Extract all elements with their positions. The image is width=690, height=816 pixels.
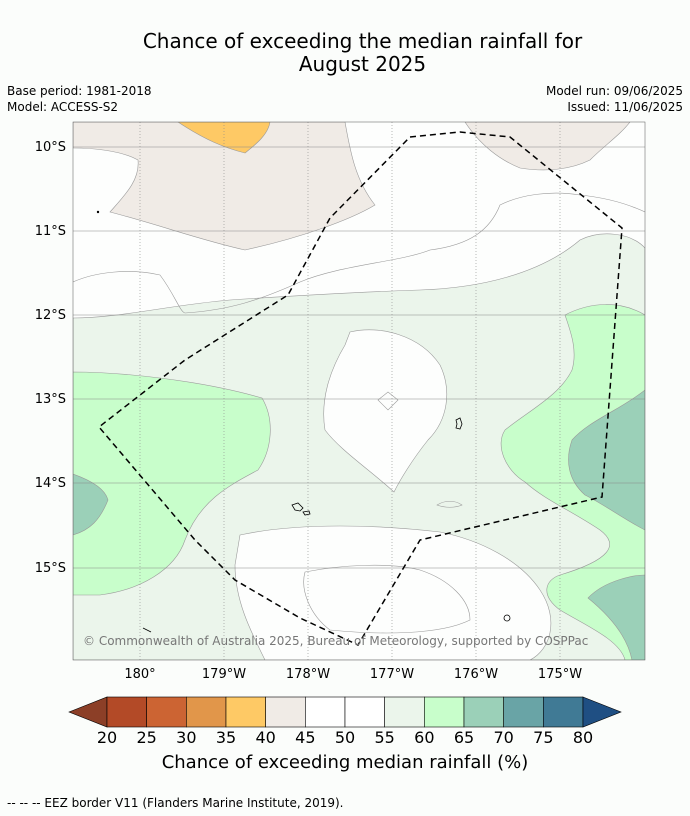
colorbar-tick-60: 60 — [414, 728, 434, 747]
lon-labels: 180° 179°W 178°W 177°W 176°W 175°W — [124, 667, 582, 682]
contour-line-south — [303, 564, 471, 634]
contour-45-50-northeast — [464, 122, 631, 171]
colorbar-tick-65: 65 — [454, 728, 474, 747]
model-name: Model: ACCESS-S2 — [7, 100, 119, 114]
colorbar-over-arrow — [582, 696, 622, 728]
lat-labels: 10°S 11°S 12°S 13°S 14°S 15°S — [35, 140, 66, 576]
colorbar-tick-30: 30 — [176, 728, 196, 747]
island-futuna — [291, 502, 304, 512]
colorbar-tick-70: 70 — [493, 728, 513, 747]
contour-line-center — [377, 391, 399, 411]
issued-date: Issued: 11/06/2025 — [567, 100, 683, 114]
lon-label-177w: 177°W — [370, 667, 414, 682]
colorbar-tick-75: 75 — [533, 728, 553, 747]
colorbar-tick-80: 80 — [573, 728, 593, 747]
colorbar-bins — [106, 696, 584, 728]
base-period: Base period: 1981-2018 — [7, 84, 152, 98]
contour-line-north — [73, 192, 645, 314]
contour-55-60-center — [323, 329, 448, 493]
colorbar: 20 25 30 35 40 45 50 55 60 65 70 75 80 — [68, 696, 622, 747]
contour-line-small — [436, 500, 463, 508]
lat-label-12s: 12°S — [35, 308, 66, 323]
lon-label-176w: 176°W — [454, 667, 498, 682]
contour-65-70-west — [73, 371, 271, 596]
island-wallis — [455, 417, 463, 430]
model-run: Model run: 09/06/2025 — [545, 84, 683, 98]
meta-right: Model run: 09/06/2025 Issued: 11/06/2025 — [546, 83, 683, 115]
colorbar-bin-25-30 — [146, 696, 187, 728]
lon-label-178w: 178°W — [286, 667, 330, 682]
lon-label-180: 180° — [124, 667, 155, 682]
contour-70-75-east — [568, 389, 645, 531]
contour-fields — [73, 122, 645, 660]
colorbar-bin-75-80 — [543, 696, 584, 728]
colorbar-tick-50: 50 — [335, 728, 355, 747]
lat-label-10s: 10°S — [35, 140, 66, 155]
copyright-text: © Commonwealth of Australia 2025, Bureau… — [83, 634, 588, 648]
lat-label-11s: 11°S — [35, 224, 66, 239]
title-line-2: August 2025 — [298, 52, 427, 76]
colorbar-tick-45: 45 — [295, 728, 315, 747]
colorbar-bin-30-35 — [186, 696, 227, 728]
colorbar-bin-60-65 — [424, 696, 465, 728]
graticule — [73, 122, 645, 660]
lat-label-14s: 14°S — [35, 476, 66, 491]
lon-label-179w: 179°W — [202, 667, 246, 682]
colorbar-tick-40: 40 — [255, 728, 275, 747]
lon-label-175w: 175°W — [538, 667, 582, 682]
eez-legend-note: -- -- -- EEZ border V11 (Flanders Marine… — [7, 796, 344, 810]
contour-55-60-south — [234, 525, 552, 660]
island-dot-northwest — [96, 210, 100, 214]
contour-70-75-west — [73, 473, 109, 536]
island-reef-south — [142, 627, 152, 633]
colorbar-under-arrow — [68, 696, 108, 728]
title-line-1: Chance of exceeding the median rainfall … — [142, 29, 583, 53]
colorbar-bin-55-60 — [384, 696, 425, 728]
colorbar-bin-20-25 — [106, 696, 147, 728]
colorbar-tick-35: 35 — [216, 728, 236, 747]
islands — [96, 210, 511, 633]
colorbar-bin-40-45 — [265, 696, 306, 728]
island-alofi — [302, 510, 311, 516]
meta-left: Base period: 1981-2018 Model: ACCESS-S2 — [7, 83, 152, 115]
map-title: Chance of exceeding the median rainfall … — [0, 30, 690, 76]
lat-label-13s: 13°S — [35, 392, 66, 407]
colorbar-bin-50-55 — [344, 696, 385, 728]
colorbar-bin-65-70 — [463, 696, 504, 728]
lat-label-15s: 15°S — [35, 561, 66, 576]
contour-70-75-southeast — [587, 574, 645, 660]
colorbar-tick-25: 25 — [136, 728, 156, 747]
colorbar-bin-35-40 — [225, 696, 266, 728]
colorbar-tick-20: 20 — [97, 728, 117, 747]
colorbar-ticks: 20 25 30 35 40 45 50 55 60 65 70 75 80 — [97, 728, 593, 747]
colorbar-tick-55: 55 — [374, 728, 394, 747]
colorbar-bin-70-75 — [503, 696, 544, 728]
island-southeast — [503, 614, 511, 622]
colorbar-label: Chance of exceeding median rainfall (%) — [161, 752, 529, 773]
map-frame — [72, 121, 646, 661]
colorbar-bin-45-50 — [305, 696, 346, 728]
